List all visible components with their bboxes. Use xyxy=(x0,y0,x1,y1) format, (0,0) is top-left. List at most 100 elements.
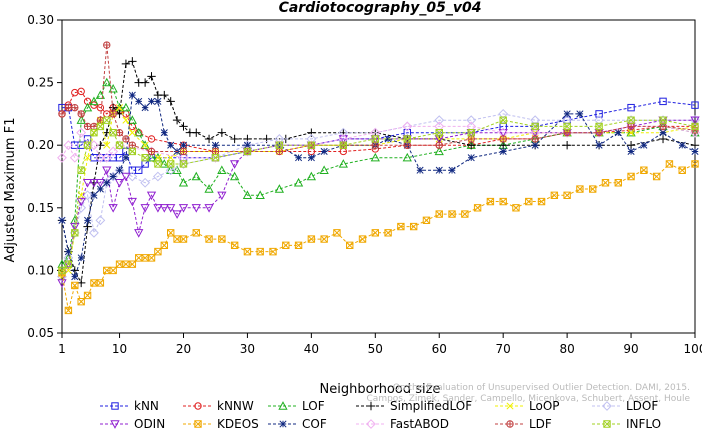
data-point xyxy=(435,166,443,174)
data-point xyxy=(103,179,111,187)
data-point xyxy=(101,177,112,188)
data-point xyxy=(319,165,329,174)
data-point xyxy=(147,147,156,156)
data-point xyxy=(140,177,151,188)
data-point xyxy=(525,197,533,206)
legend-label: LoOP xyxy=(529,399,560,413)
data-point xyxy=(146,191,157,201)
data-point xyxy=(467,154,475,162)
data-point xyxy=(358,235,367,243)
data-point xyxy=(159,204,169,213)
series-line xyxy=(61,81,696,265)
data-point xyxy=(530,115,541,126)
data-point xyxy=(191,171,201,181)
data-point xyxy=(127,171,138,182)
data-point xyxy=(70,266,79,275)
data-point xyxy=(128,141,137,149)
data-point xyxy=(127,115,137,124)
data-point xyxy=(192,229,200,237)
data-point xyxy=(160,90,169,100)
legend-swatch-marker xyxy=(366,401,376,411)
data-point xyxy=(166,97,175,106)
data-point xyxy=(243,141,251,149)
data-point xyxy=(499,135,507,143)
data-point xyxy=(115,129,124,137)
data-point xyxy=(537,197,546,206)
data-point xyxy=(140,140,150,149)
y-tick-label: 0.20 xyxy=(27,138,54,152)
data-point xyxy=(614,179,622,187)
data-point xyxy=(467,128,475,137)
data-point xyxy=(371,141,380,149)
legend-swatch-marker xyxy=(506,402,514,410)
data-point xyxy=(563,129,571,137)
data-point xyxy=(64,266,72,274)
credit-text: Campos, Zimek, Sander, Campello, Micenko… xyxy=(367,394,691,404)
data-point xyxy=(69,152,80,163)
x-tick-label: 30 xyxy=(240,342,255,356)
data-point xyxy=(101,152,112,163)
data-point xyxy=(166,229,175,237)
x-tick-label: 10 xyxy=(112,342,127,356)
data-point xyxy=(307,154,315,162)
legend-label: LOF xyxy=(302,399,325,413)
data-point xyxy=(256,247,264,256)
data-point xyxy=(64,306,73,315)
data-point xyxy=(652,172,661,181)
data-point xyxy=(397,222,405,231)
legend-item-knn: kNN xyxy=(100,399,159,413)
data-point xyxy=(76,127,87,138)
data-point xyxy=(627,147,635,156)
x-tick-label: 90 xyxy=(623,342,638,356)
data-point xyxy=(665,160,674,168)
series-line xyxy=(62,100,696,171)
legend-label: SimplifiedLOF xyxy=(390,399,472,413)
series-line xyxy=(61,44,696,152)
x-tick-label: 1 xyxy=(58,342,66,356)
x-tick-label: 70 xyxy=(496,342,511,356)
data-point xyxy=(601,179,610,187)
data-point xyxy=(141,141,149,149)
legend-swatch-marker xyxy=(603,420,611,428)
data-point xyxy=(691,147,699,156)
legend-label: KDEOS xyxy=(217,417,259,431)
data-point xyxy=(293,177,304,187)
data-point xyxy=(191,204,201,213)
data-point xyxy=(135,166,143,174)
legend-label: FastABOD xyxy=(390,417,449,431)
legend-swatch-marker xyxy=(506,420,514,428)
data-point xyxy=(103,116,111,124)
data-point xyxy=(274,184,285,193)
data-point xyxy=(84,154,92,162)
data-point xyxy=(320,235,328,243)
data-point xyxy=(204,134,214,144)
data-point xyxy=(498,108,509,119)
y-axis-label: Adjusted Maximum F1 xyxy=(3,118,18,263)
data-point xyxy=(320,147,328,156)
data-point xyxy=(128,91,136,99)
data-point xyxy=(153,204,163,213)
data-point xyxy=(595,129,603,137)
data-point xyxy=(435,135,443,143)
series-lof xyxy=(57,77,700,268)
data-point xyxy=(95,152,106,163)
series-inflo xyxy=(58,116,699,275)
data-point xyxy=(588,185,597,193)
data-point xyxy=(217,128,227,137)
data-point xyxy=(89,96,99,106)
data-point xyxy=(409,222,418,231)
data-point xyxy=(134,127,144,137)
data-point xyxy=(153,171,163,182)
data-point xyxy=(58,110,66,118)
data-point xyxy=(109,110,117,118)
y-tick-label: 0.10 xyxy=(27,263,54,277)
data-point xyxy=(275,141,284,149)
data-point xyxy=(306,171,317,181)
data-point xyxy=(82,190,93,201)
data-point xyxy=(371,135,380,143)
data-point xyxy=(416,166,424,174)
x-tick-label: 50 xyxy=(368,342,383,356)
data-point xyxy=(576,110,584,118)
x-tick-label: 80 xyxy=(559,342,574,356)
